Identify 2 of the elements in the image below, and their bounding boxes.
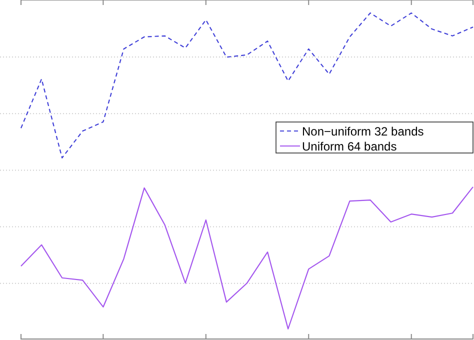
legend-label: Non−uniform 32 bands: [302, 124, 424, 138]
legend-label: Uniform 64 bands: [302, 140, 397, 154]
